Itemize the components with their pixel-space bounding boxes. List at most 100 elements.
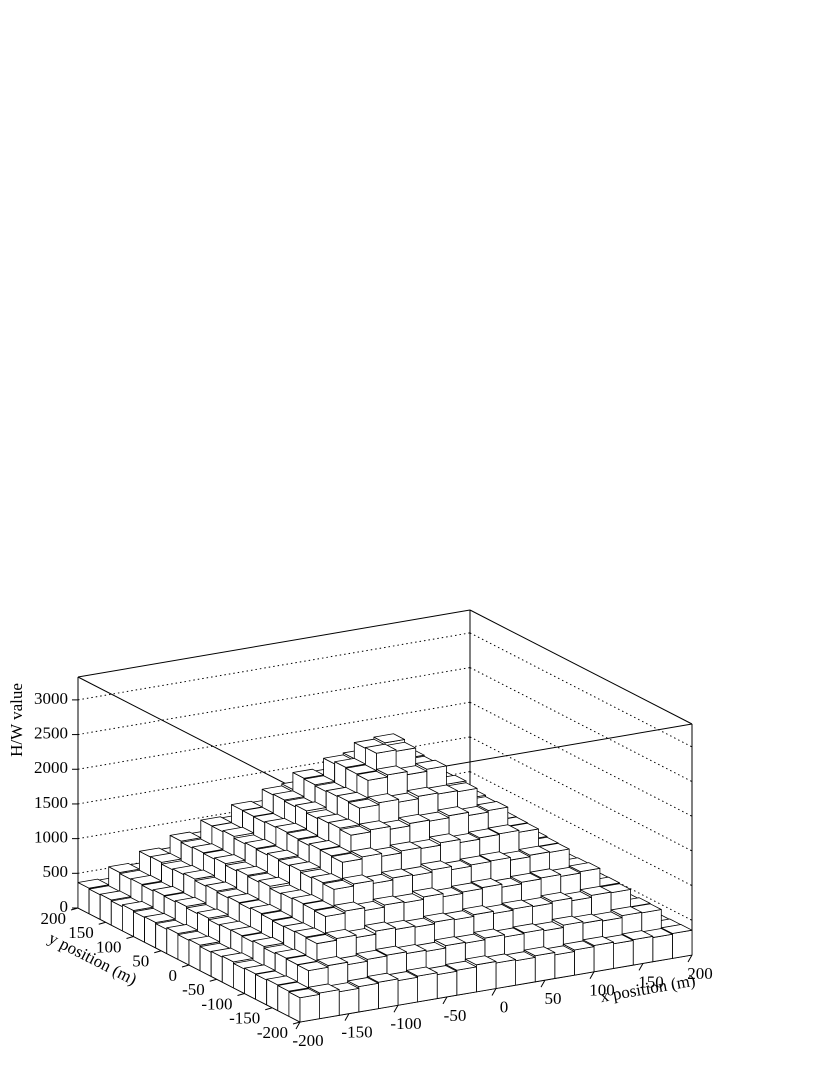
bar-top: [313, 907, 346, 917]
x-tick: [295, 1021, 301, 1030]
bar-top: [398, 813, 430, 824]
bar-top: [529, 868, 562, 879]
bar-top: [305, 934, 338, 944]
bar-front: [338, 987, 360, 1016]
y-tick-label: 100: [96, 937, 122, 956]
bar-top: [364, 743, 397, 754]
bar-top: [464, 955, 497, 966]
bar-top: [451, 882, 483, 893]
bar-top: [347, 977, 379, 988]
bar-top: [77, 878, 110, 889]
bar-front: [456, 966, 477, 996]
bar-top: [423, 912, 455, 923]
bar-top: [236, 865, 268, 876]
bar-top: [266, 849, 299, 860]
bar-top: [316, 956, 349, 966]
x-tick: [638, 963, 644, 971]
bar-front: [417, 972, 438, 1003]
grid-line: [77, 632, 471, 701]
bar-top: [99, 890, 132, 901]
bar-top: [345, 764, 377, 775]
bar-top: [191, 843, 224, 854]
bar-top: [512, 923, 545, 934]
y-tick: [292, 1021, 301, 1025]
x-tick-label: -50: [444, 1006, 467, 1025]
bar-top: [166, 924, 198, 934]
bar-top: [244, 964, 276, 975]
bar-top: [222, 826, 255, 837]
bar-top: [144, 913, 176, 923]
y-tick-label: 150: [68, 923, 94, 942]
bar-top: [523, 946, 556, 957]
bar-top: [292, 768, 325, 779]
bar-top: [295, 801, 327, 812]
bar-top: [610, 906, 643, 917]
grid-line: [469, 701, 693, 817]
bar-top: [303, 775, 336, 786]
bar-top: [197, 908, 229, 919]
bar-front: [613, 940, 634, 969]
bar-top: [311, 873, 343, 884]
x-tick: [442, 996, 448, 1005]
bar-top: [274, 948, 307, 959]
grid-line: [469, 771, 693, 887]
x-tick-label: 0: [500, 997, 509, 1016]
bar-front: [358, 982, 379, 1013]
bar-top: [302, 900, 335, 911]
bar-top: [289, 861, 321, 872]
bar-front: [632, 935, 654, 966]
bar-top: [420, 860, 453, 871]
bar-front: [652, 933, 673, 963]
bar-top: [660, 924, 693, 934]
bar-top: [406, 786, 439, 797]
bar-top: [277, 981, 309, 992]
bar-top: [150, 852, 182, 863]
z-tick-label: 3000: [34, 689, 68, 708]
z-tick-label: 2500: [34, 723, 68, 742]
bar-top: [342, 874, 374, 885]
y-tick-label: 0: [169, 966, 178, 985]
bar-top: [356, 770, 389, 781]
grid-line: [77, 701, 471, 770]
z-tick-label: 1500: [34, 793, 68, 812]
z-tick-label: 0: [60, 897, 69, 916]
bar-top: [364, 921, 396, 932]
bar-top: [183, 869, 215, 880]
y-tick: [265, 1007, 273, 1011]
bar-top: [152, 886, 185, 896]
bar-top: [328, 818, 360, 829]
y-tick: [209, 978, 217, 982]
bar-front: [319, 989, 340, 1020]
grid-line: [77, 736, 471, 805]
bar-top: [389, 841, 422, 852]
bar-top: [130, 874, 163, 885]
bar-top: [244, 838, 277, 849]
bar-top: [296, 961, 329, 972]
bar-top: [373, 733, 406, 744]
bar-top: [540, 891, 573, 902]
bar-top: [308, 840, 341, 850]
box-edge: [77, 676, 301, 792]
bar-top: [291, 894, 324, 905]
bar-top: [462, 905, 494, 916]
bar-top: [551, 915, 584, 926]
bar-top: [562, 940, 595, 951]
bar-top: [205, 881, 238, 892]
y-tick-label: -50: [182, 980, 205, 999]
bar-top: [381, 868, 413, 879]
bar-top: [479, 851, 511, 862]
bar-top: [221, 952, 254, 963]
bar-top: [275, 822, 308, 833]
bar-top: [437, 806, 470, 817]
bar-top: [509, 872, 542, 883]
y-tick: [237, 993, 245, 996]
bar-top: [266, 975, 298, 986]
bar-top: [468, 828, 500, 839]
bar-top: [272, 790, 305, 801]
bar-front: [377, 978, 399, 1009]
bar-front: [574, 946, 595, 976]
y-tick-label: -100: [201, 994, 232, 1013]
bar-front: [534, 952, 556, 983]
